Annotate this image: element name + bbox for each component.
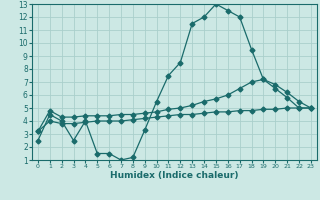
- X-axis label: Humidex (Indice chaleur): Humidex (Indice chaleur): [110, 171, 239, 180]
